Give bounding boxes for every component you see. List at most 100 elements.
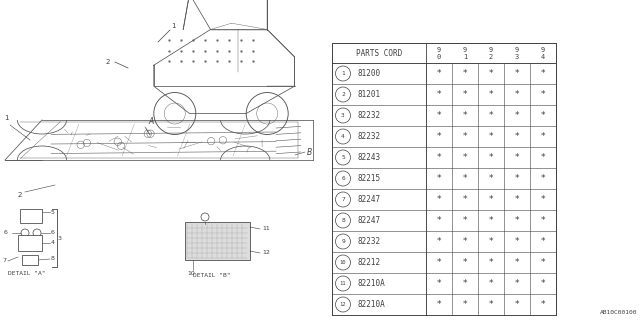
Text: *: * — [463, 132, 467, 141]
Text: *: * — [541, 174, 545, 183]
Text: *: * — [463, 237, 467, 246]
Text: *: * — [436, 237, 441, 246]
Text: *: * — [463, 195, 467, 204]
Text: PARTS CORD: PARTS CORD — [356, 49, 402, 58]
Text: *: * — [515, 174, 519, 183]
Text: 3: 3 — [515, 54, 519, 60]
Text: 9: 9 — [541, 47, 545, 53]
Text: 11: 11 — [262, 227, 269, 231]
Text: 9: 9 — [489, 47, 493, 53]
Text: *: * — [541, 153, 545, 162]
Text: *: * — [515, 132, 519, 141]
Text: *: * — [489, 216, 493, 225]
Text: 4: 4 — [51, 241, 55, 245]
Text: B: B — [307, 148, 312, 157]
Text: 1: 1 — [171, 23, 175, 29]
Text: 9: 9 — [437, 47, 441, 53]
Text: *: * — [541, 132, 545, 141]
Text: A: A — [148, 117, 153, 126]
Text: *: * — [463, 258, 467, 267]
FancyBboxPatch shape — [18, 235, 42, 251]
Text: AB10C00100: AB10C00100 — [600, 310, 637, 315]
Text: *: * — [515, 90, 519, 99]
Text: *: * — [541, 279, 545, 288]
Text: *: * — [515, 237, 519, 246]
Text: *: * — [541, 216, 545, 225]
Text: *: * — [489, 279, 493, 288]
Text: *: * — [436, 111, 441, 120]
Text: 5: 5 — [341, 155, 345, 160]
Text: 82232: 82232 — [357, 132, 380, 141]
Text: *: * — [541, 258, 545, 267]
Text: 82232: 82232 — [357, 111, 380, 120]
Text: 8: 8 — [51, 257, 55, 261]
Text: 81201: 81201 — [357, 90, 380, 99]
Text: DETAIL "A": DETAIL "A" — [8, 271, 45, 276]
FancyBboxPatch shape — [332, 43, 556, 315]
Text: *: * — [436, 153, 441, 162]
Text: 12: 12 — [262, 251, 270, 255]
Text: 12: 12 — [340, 302, 346, 307]
Text: *: * — [463, 216, 467, 225]
Text: 7: 7 — [341, 197, 345, 202]
Text: *: * — [436, 279, 441, 288]
Text: *: * — [541, 90, 545, 99]
Text: 4: 4 — [541, 54, 545, 60]
Text: *: * — [463, 90, 467, 99]
Text: *: * — [541, 195, 545, 204]
Text: *: * — [436, 258, 441, 267]
Text: 6: 6 — [341, 176, 345, 181]
Text: 4: 4 — [341, 134, 345, 139]
Text: 1: 1 — [341, 71, 345, 76]
Text: 5: 5 — [51, 210, 55, 214]
FancyBboxPatch shape — [20, 209, 42, 223]
Text: *: * — [436, 69, 441, 78]
Text: 2: 2 — [489, 54, 493, 60]
Text: *: * — [436, 216, 441, 225]
Text: *: * — [541, 300, 545, 309]
Text: *: * — [463, 69, 467, 78]
Text: *: * — [515, 216, 519, 225]
Text: 7: 7 — [2, 259, 6, 263]
Text: *: * — [463, 111, 467, 120]
Text: *: * — [436, 132, 441, 141]
Text: 8: 8 — [341, 218, 345, 223]
Text: 1: 1 — [4, 115, 8, 121]
Text: *: * — [489, 258, 493, 267]
Text: 11: 11 — [340, 281, 346, 286]
Text: *: * — [436, 300, 441, 309]
Text: *: * — [489, 111, 493, 120]
Text: 82215: 82215 — [357, 174, 380, 183]
Text: 3: 3 — [58, 236, 62, 241]
Text: 82243: 82243 — [357, 153, 380, 162]
Text: *: * — [541, 237, 545, 246]
Text: 9: 9 — [463, 47, 467, 53]
Text: 0: 0 — [437, 54, 441, 60]
Text: *: * — [515, 300, 519, 309]
Text: *: * — [515, 153, 519, 162]
Text: 82247: 82247 — [357, 216, 380, 225]
Text: 2: 2 — [106, 59, 110, 65]
Text: *: * — [436, 90, 441, 99]
Text: *: * — [463, 300, 467, 309]
Text: 82210A: 82210A — [357, 300, 385, 309]
Text: *: * — [489, 153, 493, 162]
Text: *: * — [515, 111, 519, 120]
Text: 82247: 82247 — [357, 195, 380, 204]
Text: *: * — [489, 195, 493, 204]
Text: *: * — [515, 69, 519, 78]
Text: 82232: 82232 — [357, 237, 380, 246]
FancyBboxPatch shape — [185, 222, 250, 260]
FancyBboxPatch shape — [22, 255, 38, 265]
Text: *: * — [489, 90, 493, 99]
Text: *: * — [463, 153, 467, 162]
Text: 3: 3 — [341, 113, 345, 118]
Text: 9: 9 — [515, 47, 519, 53]
Text: *: * — [489, 174, 493, 183]
Text: *: * — [515, 279, 519, 288]
Text: 6: 6 — [51, 230, 55, 236]
Text: 81200: 81200 — [357, 69, 380, 78]
Text: *: * — [436, 174, 441, 183]
Text: *: * — [515, 258, 519, 267]
Text: *: * — [515, 195, 519, 204]
